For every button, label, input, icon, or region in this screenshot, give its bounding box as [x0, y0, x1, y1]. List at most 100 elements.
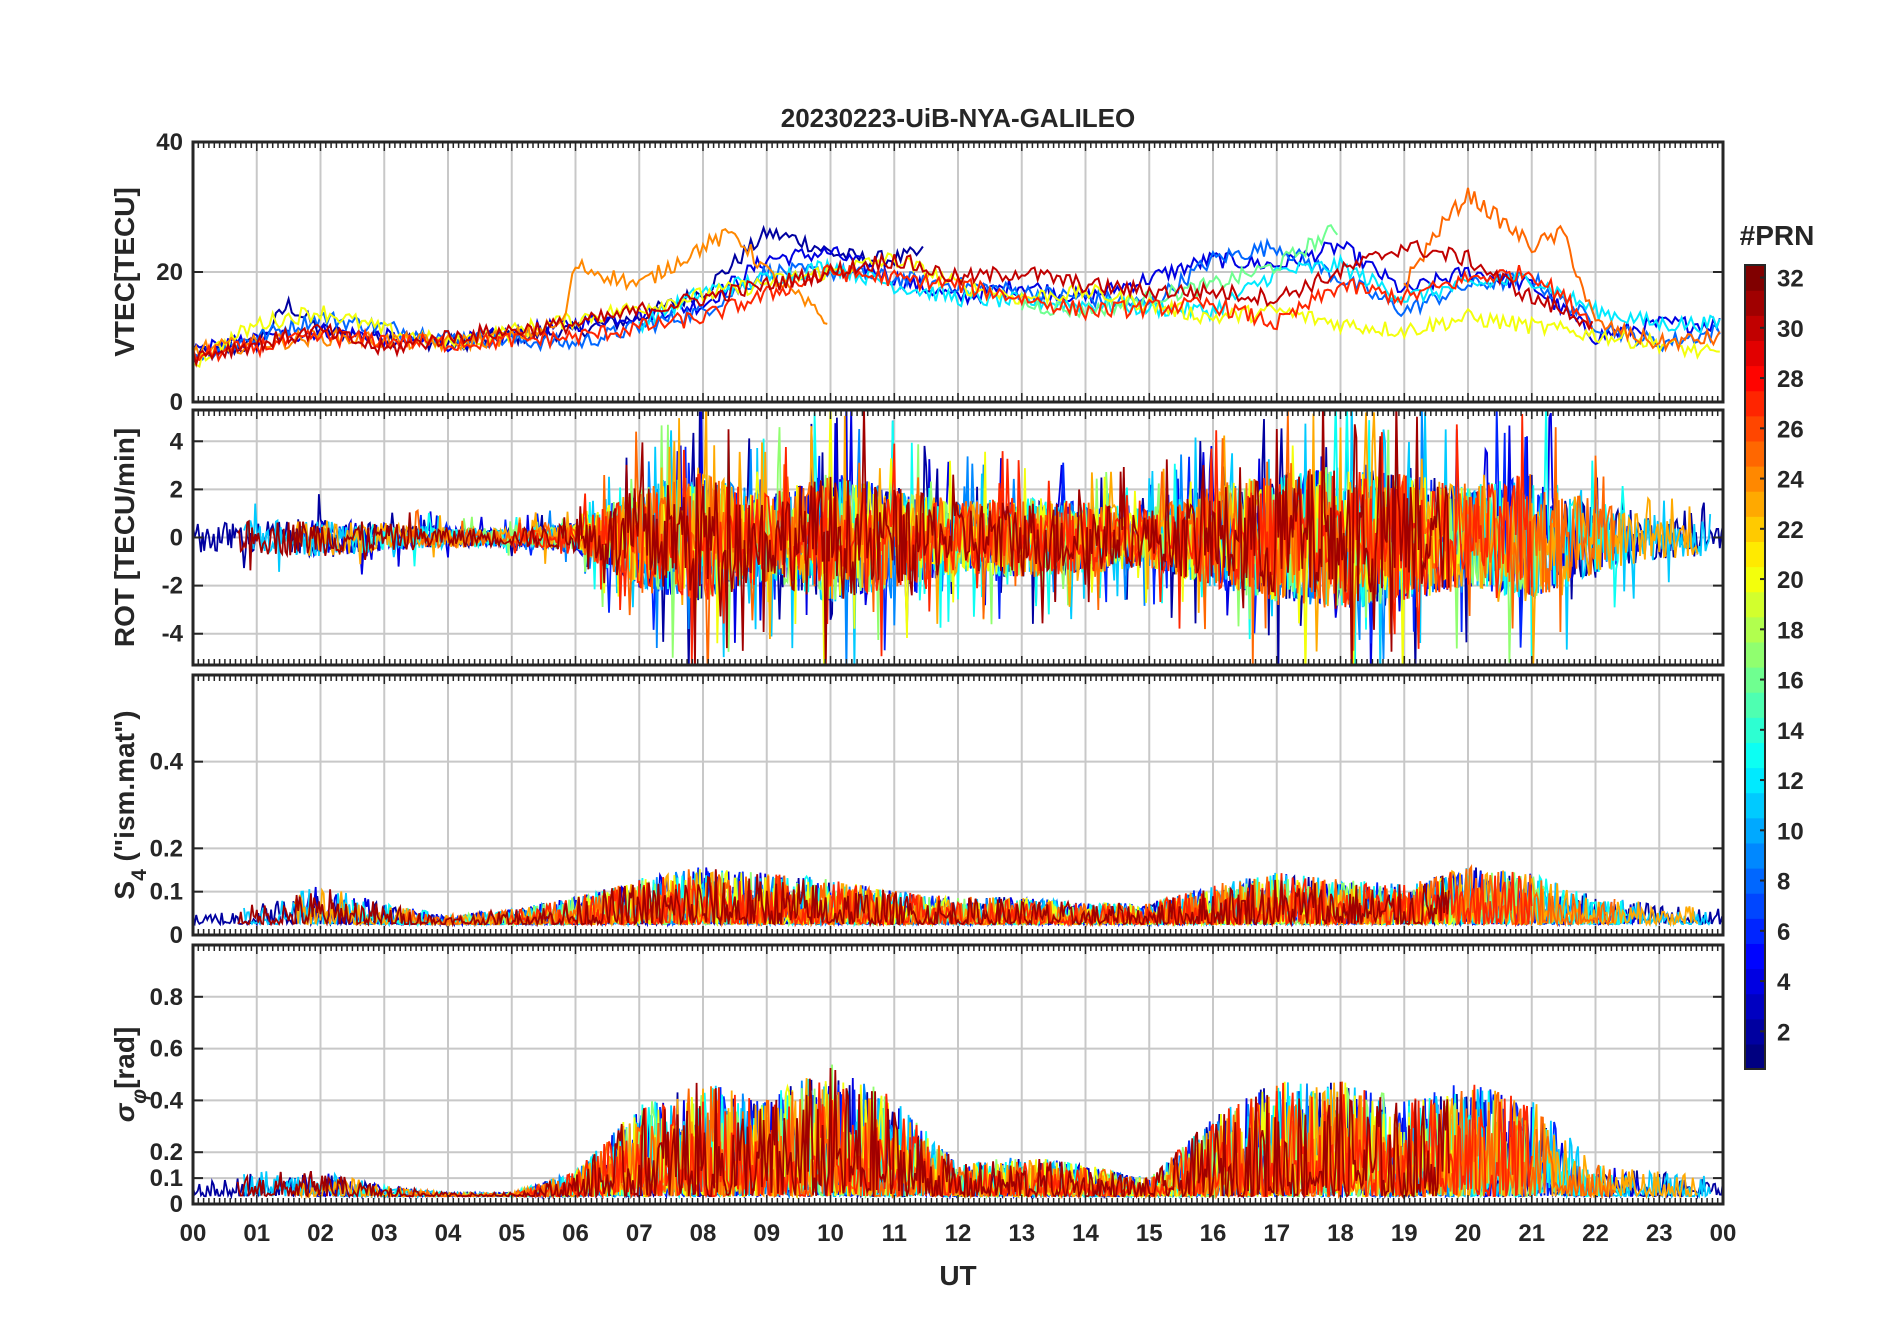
- y-tick-label: 0.1: [150, 879, 183, 906]
- y-axis-label-s4: S4 ("ism.mat"): [109, 710, 151, 899]
- y-tick-label: 0.2: [150, 1139, 183, 1166]
- x-tick-label: 13: [1008, 1220, 1035, 1247]
- series-group-rot: [193, 410, 1723, 665]
- colorbar-segment: [1745, 415, 1765, 442]
- colorbar-tick-label: 8: [1777, 869, 1790, 896]
- colorbar-segment: [1745, 641, 1765, 668]
- colorbar-segment: [1745, 516, 1765, 542]
- colorbar-frame: [1744, 264, 1766, 1070]
- colorbar-tick-label: 6: [1777, 919, 1790, 946]
- x-tick-label: 00: [1710, 1220, 1737, 1247]
- y-axis-label-sigma_phi: σφ[rad]: [109, 1027, 151, 1123]
- series-line-prn-20: [193, 252, 1720, 368]
- x-tick-label: 07: [626, 1220, 653, 1247]
- colorbar-tick-label: 4: [1777, 969, 1791, 996]
- colorbar-segment: [1745, 842, 1765, 869]
- panel-rot: -4 -2 0 2 4 ROT [TECU/min]: [109, 408, 1725, 667]
- x-tick-label: 22: [1582, 1220, 1609, 1247]
- y-tick-label: 0.6: [150, 1036, 183, 1063]
- y-tick-label: 0.4: [150, 1087, 184, 1114]
- x-tick-label: 03: [371, 1220, 398, 1247]
- colorbar-segment: [1745, 742, 1765, 769]
- panel-vtec: 0 20 40 VTEC[TECU]: [109, 129, 1725, 416]
- colorbar-segment: [1745, 817, 1765, 844]
- colorbar-segment: [1745, 340, 1765, 367]
- y-tick-label: 0.8: [150, 984, 183, 1011]
- colorbar-segment: [1745, 667, 1765, 693]
- colorbar-segment: [1745, 968, 1765, 995]
- y-axis-label-vtec: VTEC[TECU]: [109, 187, 140, 357]
- series-group-sigma_phi: [193, 1064, 1723, 1200]
- x-tick-label: 16: [1200, 1220, 1227, 1247]
- x-axis: 00 01 02 03 04 05 06 07 08 09 10 11 12 13 14 15 16 17 18 19…: [180, 1220, 1737, 1247]
- y-tick-label: 40: [156, 129, 183, 156]
- y-tick-label: 0: [170, 389, 183, 416]
- x-tick-label: 12: [945, 1220, 972, 1247]
- colorbar-segment: [1745, 491, 1765, 517]
- y-tick-label: -4: [162, 621, 184, 648]
- colorbar-segment: [1745, 868, 1765, 894]
- x-tick-label: 08: [690, 1220, 717, 1247]
- chart-title: 20230223-UiB-NYA-GALILEO: [781, 103, 1136, 133]
- colorbar-segment: [1745, 893, 1765, 919]
- colorbar-tick-label: 24: [1777, 467, 1804, 494]
- x-tick-label: 15: [1136, 1220, 1163, 1247]
- colorbar-segment: [1745, 1018, 1765, 1045]
- colorbar-tick-label: 12: [1777, 768, 1804, 795]
- series-group-vtec: [193, 187, 1721, 368]
- colorbar-segment: [1745, 993, 1765, 1020]
- colorbar-segment: [1745, 616, 1765, 643]
- panel-s4: 0 0.1 0.2 0.4S4 ("ism.mat"): [109, 673, 1725, 949]
- x-tick-label: 04: [435, 1220, 462, 1247]
- x-minor-ticks: [192, 945, 1724, 1204]
- colorbar-segment: [1745, 692, 1765, 718]
- colorbar-segment: [1745, 265, 1765, 291]
- y-axis-label-rot: ROT [TECU/min]: [109, 428, 140, 647]
- x-tick-label: 11: [882, 1220, 907, 1247]
- series-line-prn-24: [193, 228, 828, 360]
- colorbar-segment: [1745, 918, 1765, 944]
- x-minor-ticks: [192, 142, 1724, 402]
- x-tick-label: 17: [1263, 1220, 1290, 1247]
- colorbar-segment: [1745, 767, 1765, 794]
- colorbar-tick-label: 32: [1777, 266, 1804, 293]
- y-tick-label: 0: [170, 1191, 183, 1218]
- x-minor-ticks: [192, 410, 1724, 665]
- colorbar-segment: [1745, 390, 1765, 417]
- colorbar-tick-label: 20: [1777, 567, 1804, 594]
- y-tick-label: 2: [170, 476, 183, 503]
- colorbar-tick-label: 2: [1777, 1019, 1790, 1046]
- x-tick-label: 10: [817, 1220, 844, 1247]
- y-tick-label: 0: [170, 525, 183, 552]
- x-axis-label: UT: [939, 1260, 976, 1291]
- colorbar-segment: [1745, 365, 1765, 392]
- y-tick-label: 4: [170, 428, 184, 455]
- series-line-prn-27: [193, 263, 1593, 363]
- colorbar-segment: [1745, 440, 1765, 467]
- series-line-prn-31: [236, 410, 1450, 665]
- x-tick-label: 23: [1646, 1220, 1673, 1247]
- colorbar-tick-label: 22: [1777, 517, 1804, 544]
- colorbar-segment: [1745, 466, 1765, 492]
- x-tick-label: 19: [1391, 1220, 1418, 1247]
- colorbar-segment: [1745, 943, 1765, 970]
- x-minor-ticks: [192, 675, 1724, 935]
- colorbar-segment: [1745, 792, 1765, 819]
- series-line-prn-30: [193, 239, 1594, 368]
- x-tick-label: 09: [753, 1220, 780, 1247]
- colorbar-tick-label: 30: [1777, 316, 1804, 343]
- y-tick-label: 0.1: [150, 1165, 183, 1192]
- panel-sigma_phi: 00.10.2 0.4 0.6 0.8 σφ[rad]: [109, 943, 1725, 1218]
- colorbar-title: #PRN: [1740, 220, 1815, 251]
- colorbar-segment: [1745, 290, 1765, 316]
- colorbar-segment: [1745, 717, 1765, 743]
- y-tick-label: 0.2: [150, 835, 183, 862]
- x-tick-label: 20: [1455, 1220, 1482, 1247]
- y-tick-label: 0.4: [150, 749, 184, 776]
- colorbar-segment: [1745, 566, 1765, 593]
- colorbar-segment: [1745, 315, 1765, 341]
- series-line-prn-25: [1403, 187, 1721, 353]
